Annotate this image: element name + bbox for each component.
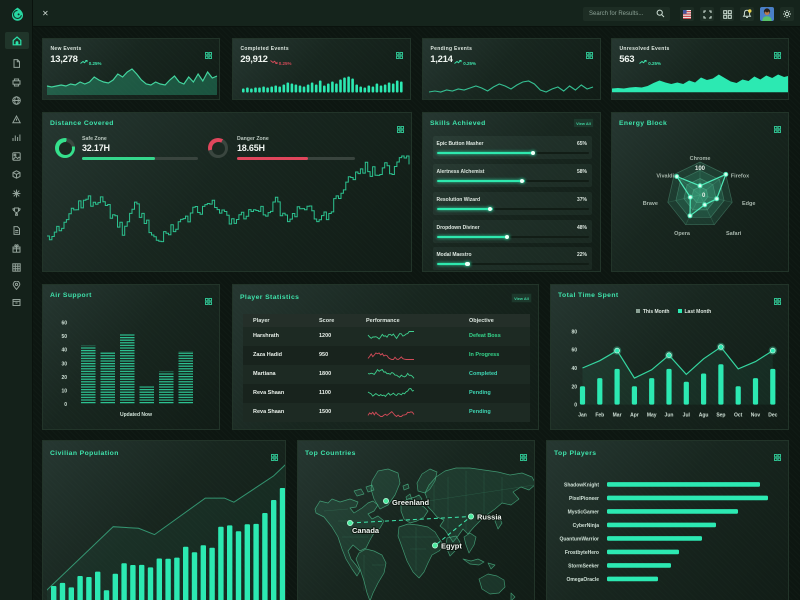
svg-text:0: 0	[574, 403, 577, 409]
svg-text:Safari: Safari	[726, 231, 742, 237]
svg-text:PixelPioneer: PixelPioneer	[569, 496, 599, 502]
svg-text:Jul: Jul	[683, 413, 691, 419]
svg-text:Russia: Russia	[477, 513, 502, 522]
svg-text:40: 40	[571, 366, 577, 372]
svg-text:Sep: Sep	[716, 413, 725, 419]
svg-text:80: 80	[571, 329, 577, 335]
svg-text:Brave: Brave	[643, 201, 658, 207]
svg-text:Mar: Mar	[613, 413, 622, 419]
svg-text:10: 10	[61, 389, 67, 395]
svg-text:FrostbyteHero: FrostbyteHero	[565, 550, 599, 556]
svg-text:50: 50	[61, 334, 67, 340]
svg-text:0: 0	[702, 193, 706, 199]
svg-text:Egypt: Egypt	[441, 542, 462, 551]
svg-text:20: 20	[61, 375, 67, 381]
svg-text:QuantumWarrior: QuantumWarrior	[559, 537, 599, 543]
svg-text:StormSeeker: StormSeeker	[568, 564, 599, 570]
svg-text:0: 0	[64, 402, 67, 408]
svg-text:20: 20	[571, 384, 577, 390]
svg-text:CyberNinja: CyberNinja	[573, 523, 600, 529]
svg-text:60: 60	[571, 348, 577, 354]
svg-text:Dec: Dec	[768, 413, 777, 419]
svg-text:Edge: Edge	[742, 201, 755, 207]
svg-text:MysticGamer: MysticGamer	[568, 510, 599, 516]
svg-text:Agu: Agu	[699, 413, 709, 419]
svg-text:Jun: Jun	[665, 413, 674, 419]
svg-text:OmegaOracle: OmegaOracle	[566, 577, 599, 583]
svg-text:Feb: Feb	[595, 413, 604, 419]
svg-text:Oct: Oct	[734, 413, 743, 419]
svg-text:30: 30	[61, 361, 67, 367]
svg-text:Firefox: Firefox	[731, 173, 750, 179]
svg-text:100: 100	[695, 166, 706, 172]
svg-text:ShadowKnight: ShadowKnight	[564, 483, 599, 489]
svg-text:Jan: Jan	[578, 413, 587, 419]
svg-text:May: May	[647, 413, 657, 419]
svg-text:Chrome: Chrome	[690, 156, 711, 162]
svg-text:Nov: Nov	[751, 413, 761, 419]
svg-text:40: 40	[61, 348, 67, 354]
svg-text:Vivaldi: Vivaldi	[656, 173, 674, 179]
svg-text:Apr: Apr	[630, 413, 639, 419]
svg-text:60: 60	[61, 321, 67, 327]
svg-text:Updated Now: Updated Now	[120, 412, 152, 418]
svg-text:Canada: Canada	[352, 526, 380, 535]
svg-text:Greenland: Greenland	[392, 498, 430, 507]
svg-text:Opera: Opera	[674, 231, 691, 237]
